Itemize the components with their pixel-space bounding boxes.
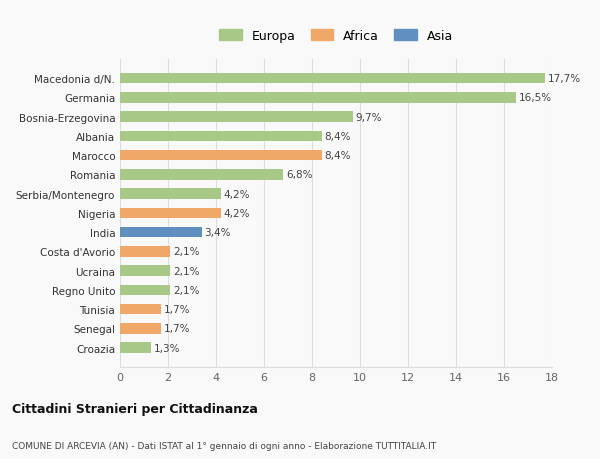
Text: 4,2%: 4,2% (224, 189, 250, 199)
Bar (120, 266, 170, 276)
Text: 16,5%: 16,5% (519, 93, 552, 103)
Bar (120, 343, 151, 353)
Text: 1,3%: 1,3% (154, 343, 181, 353)
Bar (120, 93, 516, 103)
Bar (120, 208, 221, 219)
Bar (120, 189, 221, 200)
Text: 1,7%: 1,7% (164, 304, 190, 314)
Bar (120, 170, 283, 180)
Bar (120, 227, 202, 238)
Text: Cittadini Stranieri per Cittadinanza: Cittadini Stranieri per Cittadinanza (12, 403, 258, 415)
Bar (120, 285, 170, 296)
Text: 17,7%: 17,7% (548, 74, 581, 84)
Text: 4,2%: 4,2% (224, 208, 250, 218)
Text: COMUNE DI ARCEVIA (AN) - Dati ISTAT al 1° gennaio di ogni anno - Elaborazione TU: COMUNE DI ARCEVIA (AN) - Dati ISTAT al 1… (12, 441, 436, 450)
Text: 8,4%: 8,4% (325, 132, 351, 141)
Text: 2,1%: 2,1% (173, 285, 200, 295)
Text: 6,8%: 6,8% (286, 170, 313, 180)
Text: 2,1%: 2,1% (173, 247, 200, 257)
Bar (120, 304, 161, 315)
Legend: Europa, Africa, Asia: Europa, Africa, Asia (215, 26, 457, 46)
Text: 1,7%: 1,7% (164, 324, 190, 334)
Bar (120, 112, 353, 123)
Bar (120, 324, 161, 334)
Bar (120, 246, 170, 257)
Text: 3,4%: 3,4% (205, 228, 231, 238)
Text: 9,7%: 9,7% (356, 112, 382, 123)
Bar (120, 151, 322, 161)
Bar (120, 131, 322, 142)
Text: 8,4%: 8,4% (325, 151, 351, 161)
Text: 2,1%: 2,1% (173, 266, 200, 276)
Bar (120, 73, 545, 84)
